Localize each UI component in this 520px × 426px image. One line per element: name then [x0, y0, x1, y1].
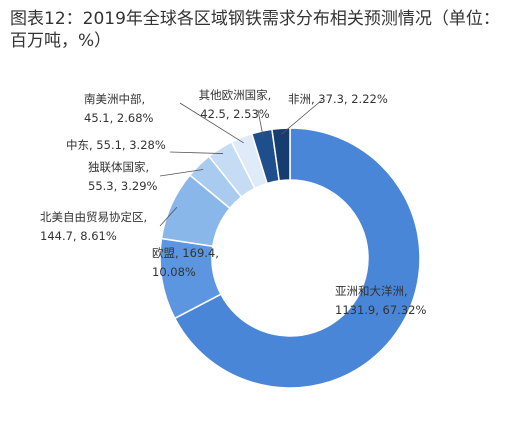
label-category: 欧盟 [152, 246, 175, 260]
data-label: 南美洲中部, 45.1, 2.68% [84, 90, 176, 128]
leader-line [159, 207, 178, 227]
leader-line [159, 169, 204, 177]
label-value: , 45.1, 2.68% [84, 92, 154, 125]
label-value: , 169.4, 10.08% [152, 246, 219, 279]
label-category: 南美洲中部 [84, 92, 142, 106]
data-label: 欧盟, 169.4, 10.08% [152, 244, 224, 282]
label-category: 亚洲和大洋洲 [335, 284, 404, 298]
slice [173, 127, 421, 389]
label-category: 其他欧洲国家 [198, 88, 268, 102]
label-value: , 55.3, 3.29% [88, 160, 158, 193]
label-category: 北美自由贸易协定区 [40, 210, 144, 224]
label-category: 非洲 [288, 92, 311, 106]
data-label: 亚洲和大洋洲, 1131.9, 67.32% [335, 282, 435, 320]
label-category: 中东 [66, 138, 89, 152]
label-category: 独联体国家 [88, 160, 146, 174]
data-label: 独联体国家, 55.3, 3.29% [88, 158, 170, 196]
slice [271, 127, 291, 182]
data-label: 中东, 55.1, 3.28% [66, 136, 216, 155]
data-label: 非洲, 37.3, 2.22% [288, 90, 398, 109]
leader-line [179, 102, 244, 144]
label-value: , 55.1, 3.28% [89, 138, 166, 152]
leader-line [281, 99, 323, 135]
data-label: 其他欧洲国家, 42.5, 2.53% [193, 86, 277, 124]
chart-title: 图表12：2019年全球各区域钢铁需求分布相关预测情况（单位：百万吨，%） [10, 9, 500, 51]
leader-line [257, 109, 264, 138]
data-label: 北美自由贸易协定区, 144.7, 8.61% [40, 208, 162, 246]
label-value: , 37.3, 2.22% [311, 92, 388, 106]
label-value: , 144.7, 8.61% [40, 210, 148, 243]
leader-line [169, 151, 224, 154]
label-value: , 1131.9, 67.32% [335, 284, 427, 317]
label-value: , 42.5, 2.53% [200, 88, 272, 121]
